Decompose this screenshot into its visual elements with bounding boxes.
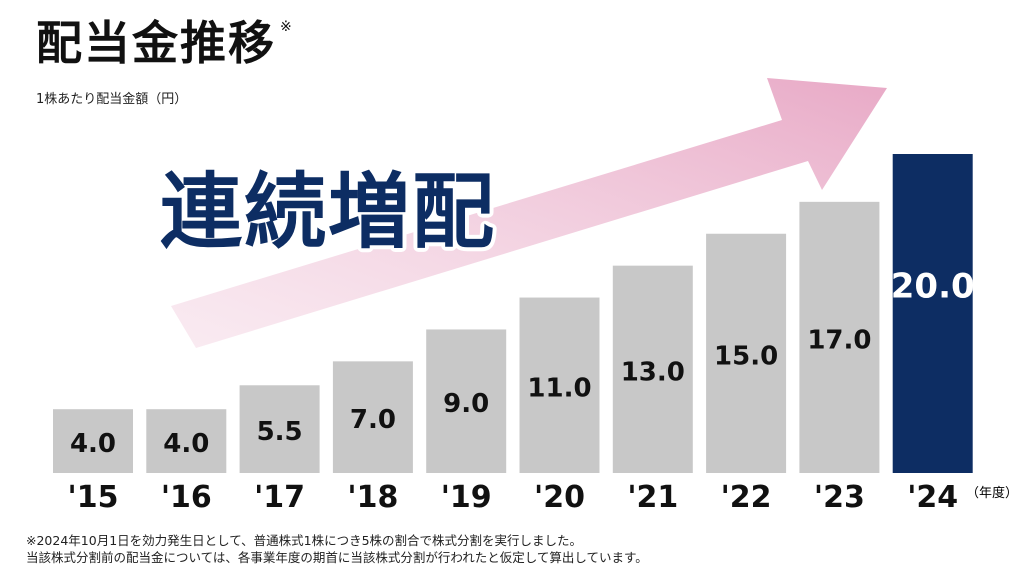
growth-arrow xyxy=(171,78,887,348)
title-footnote-mark: ※ xyxy=(280,19,294,35)
bar-1 xyxy=(146,409,227,473)
bar-value-label-1: 4.0 xyxy=(163,429,209,459)
bar-value-label-6: 13.0 xyxy=(621,357,685,387)
bar-3 xyxy=(332,361,413,473)
bar-7 xyxy=(706,233,787,473)
x-tick-label-4: '19 xyxy=(441,480,492,515)
x-tick-label-2: '17 xyxy=(254,480,305,515)
bar-9 xyxy=(892,154,973,473)
x-tick-label-5: '20 xyxy=(534,480,585,515)
chart-subtitle: 1株あたり配当金額（円） xyxy=(36,92,188,107)
x-tick-label-9: '24 xyxy=(907,480,958,515)
bar-value-label-3: 7.0 xyxy=(350,405,396,435)
footnote-line-1: ※2024年10月1日を効力発生日として、普通株式1株につき5株の割合で株式分割… xyxy=(26,533,583,548)
chart-title-text: 配当金推移 xyxy=(36,16,276,70)
bar-4 xyxy=(426,329,507,473)
bar-value-label-5: 11.0 xyxy=(527,373,591,403)
x-tick-label-3: '18 xyxy=(347,480,398,515)
bar-5 xyxy=(519,297,600,473)
bar-value-label-2: 5.5 xyxy=(257,417,303,447)
bar-6 xyxy=(612,265,693,473)
bar-value-label-0: 4.0 xyxy=(70,429,116,459)
consecutive-increase-banner: 連続増配 xyxy=(160,165,496,260)
bar-value-label-9: 20.0 xyxy=(891,267,975,307)
x-tick-label-6: '21 xyxy=(627,480,678,515)
bar-value-label-8: 17.0 xyxy=(807,325,871,355)
footnote-block: ※2024年10月1日を効力発生日として、普通株式1株につき5株の割合で株式分割… xyxy=(26,532,648,566)
bar-value-label-4: 9.0 xyxy=(443,389,489,419)
chart-title: 配当金推移 ※ xyxy=(36,20,294,66)
x-tick-label-8: '23 xyxy=(814,480,865,515)
x-tick-label-0: '15 xyxy=(68,480,119,515)
x-tick-label-7: '22 xyxy=(721,480,772,515)
x-tick-label-1: '16 xyxy=(161,480,212,515)
fiscal-year-unit-label: （年度） xyxy=(966,485,1018,501)
bar-0 xyxy=(53,409,133,473)
bar-8 xyxy=(799,201,880,473)
bar-value-label-7: 15.0 xyxy=(714,341,778,371)
bar-2 xyxy=(239,385,320,473)
footnote-line-2: 当該株式分割前の配当金については、各事業年度の期首に当該株式分割が行われたと仮定… xyxy=(26,550,648,565)
